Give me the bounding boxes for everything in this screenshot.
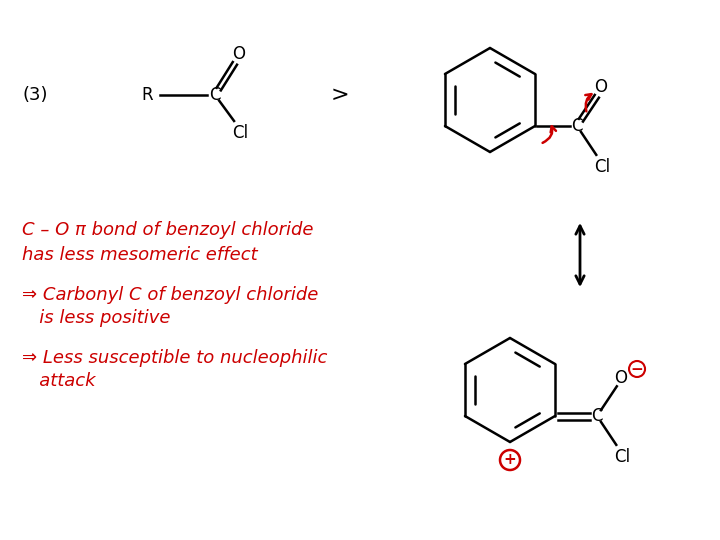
- Text: C: C: [591, 407, 603, 425]
- Text: has less mesomeric effect: has less mesomeric effect: [22, 246, 258, 264]
- Text: ⇒ Carbonyl C of benzoyl chloride: ⇒ Carbonyl C of benzoyl chloride: [22, 286, 318, 304]
- Text: >: >: [330, 85, 349, 105]
- Text: −: −: [631, 361, 644, 376]
- Text: +: +: [503, 453, 516, 468]
- Text: O: O: [615, 369, 628, 387]
- Text: Cl: Cl: [232, 124, 248, 142]
- Text: C: C: [210, 86, 221, 104]
- Text: Cl: Cl: [594, 158, 610, 176]
- Text: R: R: [141, 86, 153, 104]
- Text: Cl: Cl: [614, 448, 630, 466]
- Text: C: C: [571, 117, 582, 135]
- Text: O: O: [233, 45, 246, 63]
- Text: O: O: [595, 78, 608, 96]
- Text: is less positive: is less positive: [22, 309, 171, 327]
- Text: (3): (3): [22, 86, 48, 104]
- Text: ⇒ Less susceptible to nucleophilic: ⇒ Less susceptible to nucleophilic: [22, 349, 328, 367]
- Text: C – O π bond of benzoyl chloride: C – O π bond of benzoyl chloride: [22, 221, 313, 239]
- Text: attack: attack: [22, 372, 96, 390]
